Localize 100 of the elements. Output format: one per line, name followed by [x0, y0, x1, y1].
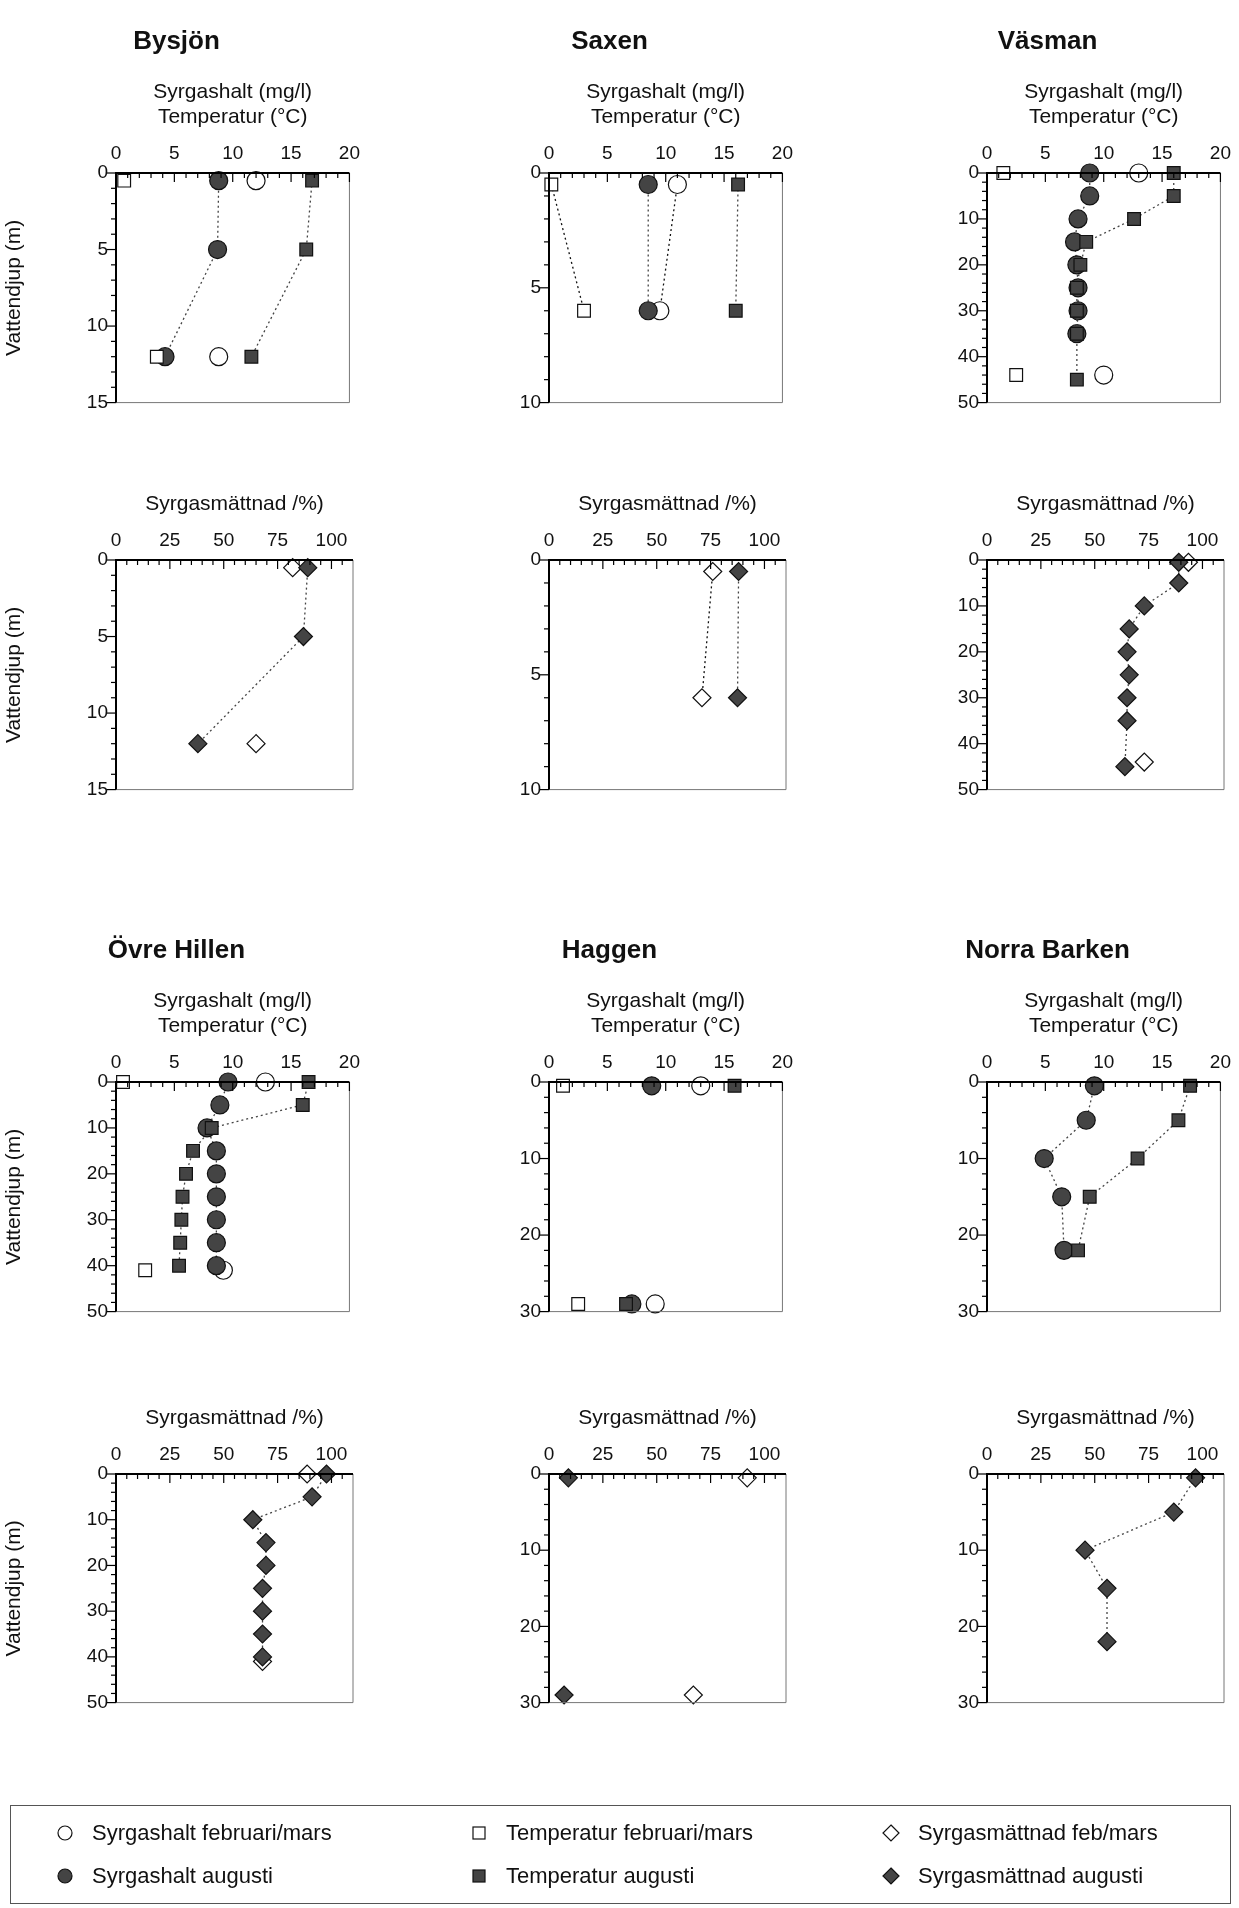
- x-tick-label: 5: [602, 1050, 613, 1072]
- x-tick-label: 75: [1138, 528, 1160, 550]
- chart-title: Övre Hillen: [107, 934, 246, 965]
- x-tick-label: 25: [159, 528, 181, 550]
- y-tick-label: 20: [957, 253, 979, 275]
- y-tick-label: 40: [86, 1253, 108, 1275]
- legend-label: Temperatur augusti: [506, 1862, 695, 1889]
- y-tick-label: 30: [957, 1690, 979, 1712]
- y-tick-label: 5: [530, 663, 541, 685]
- x-tick-label: 25: [159, 1442, 181, 1464]
- x-tick-label: 20: [1209, 1050, 1231, 1072]
- y-tick-label: 30: [957, 298, 979, 320]
- x-axis-title: Syrgasmättnad /%): [578, 1405, 757, 1429]
- y-tick-label: 50: [86, 1299, 108, 1321]
- y-tick-label: 10: [957, 1146, 979, 1168]
- chart-title: Norra Barken: [965, 934, 1130, 965]
- x-tick-label: 20: [771, 141, 793, 163]
- x-axis-title: Syrgashalt (mg/l) Temperatur (°C): [586, 988, 746, 1037]
- legend-label: Syrgashalt februari/mars: [92, 1820, 332, 1847]
- x-tick-label: 50: [213, 1442, 235, 1464]
- x-tick-label: 10: [222, 1050, 244, 1072]
- y-tick-label: 10: [957, 1538, 979, 1560]
- chart-title: Haggen: [561, 934, 658, 965]
- x-tick-label: 50: [646, 1442, 668, 1464]
- x-tick-label: 5: [1040, 1050, 1051, 1072]
- x-tick-label: 15: [713, 1050, 735, 1072]
- y-tick-label: 10: [519, 1538, 541, 1560]
- y-tick-label: 20: [519, 1614, 541, 1636]
- y-tick-label: 10: [86, 314, 108, 336]
- y-tick-label: 0: [97, 161, 108, 183]
- x-tick-label: 25: [1030, 528, 1052, 550]
- x-tick-label: 50: [1084, 1442, 1106, 1464]
- x-tick-label: 20: [338, 141, 360, 163]
- x-tick-label: 5: [169, 1050, 180, 1072]
- y-tick-label: 0: [97, 548, 108, 570]
- y-tick-label: 40: [86, 1645, 108, 1667]
- y-tick-label: 0: [968, 1070, 979, 1092]
- x-axis-title: Syrgasmättnad /%): [1016, 1405, 1195, 1429]
- x-tick-label: 100: [315, 1442, 348, 1464]
- y-tick-label: 20: [957, 640, 979, 662]
- x-tick-label: 15: [280, 141, 302, 163]
- y-tick-label: 0: [530, 548, 541, 570]
- x-tick-label: 25: [592, 528, 614, 550]
- x-tick-label: 100: [315, 528, 348, 550]
- legend-label: Syrgashalt augusti: [92, 1862, 273, 1889]
- y-tick-label: 20: [86, 1162, 108, 1184]
- y-axis-title: Vattendjup (m): [1, 1128, 25, 1265]
- y-tick-label: 0: [968, 1462, 979, 1484]
- x-tick-label: 25: [1030, 1442, 1052, 1464]
- x-tick-label: 50: [646, 528, 668, 550]
- chart-title: Saxen: [571, 25, 648, 56]
- y-tick-label: 50: [957, 390, 979, 412]
- x-tick-label: 20: [771, 1050, 793, 1072]
- x-tick-label: 20: [1209, 141, 1231, 163]
- x-tick-label: 15: [1151, 141, 1173, 163]
- x-tick-label: 100: [1186, 1442, 1219, 1464]
- y-axis-title: Vattendjup (m): [1, 1520, 25, 1657]
- chart-title: Väsman: [997, 25, 1098, 56]
- x-axis-title: Syrgashalt (mg/l) Temperatur (°C): [1024, 988, 1184, 1037]
- y-tick-label: 20: [86, 1553, 108, 1575]
- y-tick-label: 30: [519, 1690, 541, 1712]
- legend-label: Temperatur februari/mars: [506, 1820, 753, 1847]
- y-tick-label: 10: [86, 1116, 108, 1138]
- y-tick-label: 0: [97, 1462, 108, 1484]
- x-tick-label: 15: [713, 141, 735, 163]
- x-tick-label: 20: [338, 1050, 360, 1072]
- x-tick-label: 15: [1151, 1050, 1173, 1072]
- x-tick-label: 5: [169, 141, 180, 163]
- x-tick-label: 75: [267, 1442, 289, 1464]
- x-tick-label: 10: [222, 141, 244, 163]
- x-tick-label: 100: [748, 1442, 781, 1464]
- y-tick-label: 40: [957, 344, 979, 366]
- x-axis-title: Syrgasmättnad /%): [145, 491, 324, 515]
- x-tick-label: 10: [655, 1050, 677, 1072]
- y-tick-label: 10: [957, 207, 979, 229]
- y-tick-label: 5: [530, 276, 541, 298]
- y-tick-label: 40: [957, 731, 979, 753]
- x-axis-title: Syrgasmättnad /%): [145, 1405, 324, 1429]
- x-axis-title: Syrgasmättnad /%): [1016, 491, 1195, 515]
- y-tick-label: 20: [519, 1223, 541, 1245]
- y-axis-title: Vattendjup (m): [1, 219, 25, 356]
- y-tick-label: 30: [957, 685, 979, 707]
- y-tick-label: 30: [86, 1207, 108, 1229]
- x-tick-label: 10: [1093, 1050, 1115, 1072]
- x-tick-label: 5: [1040, 141, 1051, 163]
- x-tick-label: 75: [700, 1442, 722, 1464]
- x-tick-label: 75: [267, 528, 289, 550]
- x-tick-label: 100: [748, 528, 781, 550]
- x-axis-title: Syrgashalt (mg/l) Temperatur (°C): [153, 79, 313, 128]
- y-tick-label: 50: [86, 1690, 108, 1712]
- x-axis-title: Syrgashalt (mg/l) Temperatur (°C): [153, 988, 313, 1037]
- y-tick-label: 30: [86, 1599, 108, 1621]
- y-tick-label: 0: [968, 548, 979, 570]
- y-tick-label: 0: [530, 1070, 541, 1092]
- y-tick-label: 20: [957, 1614, 979, 1636]
- y-tick-label: 5: [97, 624, 108, 646]
- y-tick-label: 0: [968, 161, 979, 183]
- y-tick-label: 0: [530, 1462, 541, 1484]
- x-tick-label: 100: [1186, 528, 1219, 550]
- x-tick-label: 50: [1084, 528, 1106, 550]
